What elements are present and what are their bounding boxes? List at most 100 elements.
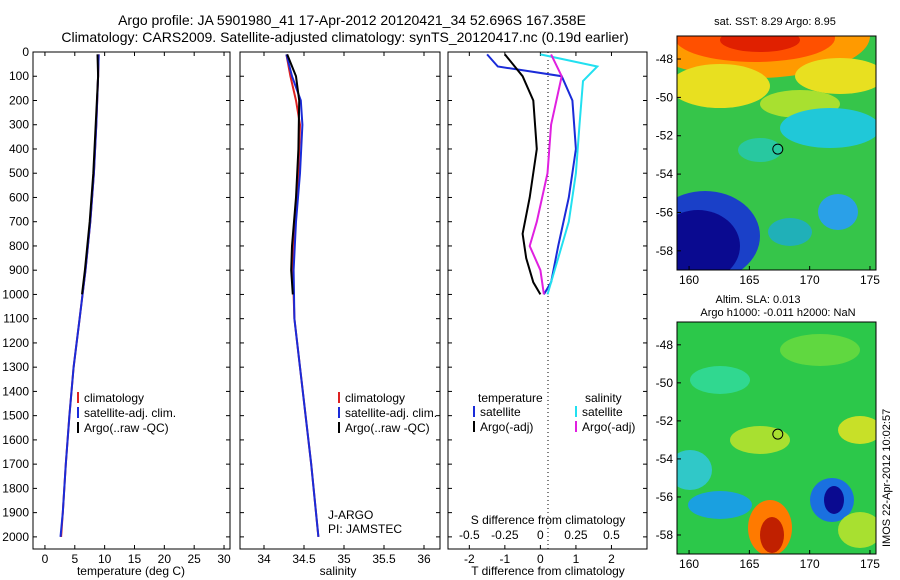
t-difference-label: T difference from climatology	[471, 564, 625, 578]
y-tick-label: 900	[9, 263, 29, 277]
difference-ticks: -2 -1 0 1 2 -0.5 -0.25 0 0.25 0.5	[448, 51, 647, 566]
x2-tick-label: -0.5	[459, 528, 480, 542]
legend-entry: climatology	[84, 391, 144, 405]
legend-entry: satellite-adj. clim.	[84, 406, 176, 420]
y-tick-label: 1400	[2, 384, 29, 398]
x2-tick-label: -0.25	[491, 528, 519, 542]
salinity-ticks: 34 34.5 35 35.5 36	[240, 51, 440, 566]
legend-heading: temperature	[478, 391, 543, 405]
y-tick-label: 1500	[2, 409, 29, 423]
salinity-plot-frame	[239, 51, 441, 550]
pi-label: PI: JAMSTEC	[328, 522, 402, 536]
map-x-tick-label: 175	[860, 273, 880, 287]
jargo-label: J-ARGO	[328, 508, 373, 522]
map-x-tick-label: 165	[739, 273, 759, 287]
series-line-1	[285, 54, 320, 537]
map-y-tick-label: -50	[656, 90, 674, 104]
map-x-tick-label: 175	[860, 557, 880, 571]
x-tick-label: 25	[188, 552, 202, 566]
sla-title-line2: Argo h1000: -0.011 h2000: NaN	[700, 307, 855, 319]
legend-entry: satellite	[582, 405, 623, 419]
s-difference-label: S difference from climatology	[471, 513, 626, 527]
sla-map-frame	[676, 321, 877, 555]
y-tick-label: 200	[9, 93, 29, 107]
x-tick-label: 35	[337, 552, 351, 566]
y-tick-label: 1900	[2, 506, 29, 520]
series-line-3	[528, 53, 563, 295]
y-tick-label: 1800	[2, 481, 29, 495]
x-tick-label: 1	[573, 552, 580, 566]
sst-warm-patch	[677, 36, 876, 118]
map-y-tick-label: -56	[656, 490, 674, 504]
series-line-1	[504, 53, 542, 295]
x-tick-label: 35.5	[372, 552, 396, 566]
salinity-series	[285, 54, 320, 537]
difference-profile-panel: -2 -1 0 1 2 -0.5 -0.25 0 0.25 0.5 temperature sali…	[447, 51, 648, 578]
x-tick-label: 0	[42, 552, 49, 566]
temperature-plot-frame	[32, 51, 231, 550]
map-y-tick-label: -58	[656, 244, 674, 258]
sst-map-panel: sat. SST: 8.29 Argo: 8.95 160 165 170 175	[656, 16, 881, 287]
y-tick-label: 500	[9, 166, 29, 180]
x-tick-label: 30	[217, 552, 231, 566]
y-tick-label: 1700	[2, 457, 29, 471]
legend-entry: satellite	[480, 405, 521, 419]
y-tick-label: 800	[9, 239, 29, 253]
profile-location-marker	[772, 143, 784, 155]
temperature-series	[59, 54, 100, 537]
y-tick-label: 600	[9, 190, 29, 204]
x-tick-label: 2	[608, 552, 615, 566]
x-tick-label: 5	[71, 552, 78, 566]
map-x-tick-label: 160	[679, 273, 699, 287]
x-tick-label: 34.5	[292, 552, 316, 566]
sla-pattern	[677, 334, 876, 554]
x-tick-label: 20	[158, 552, 172, 566]
y-tick-label: 1000	[2, 287, 29, 301]
x-tick-label: 34	[257, 552, 271, 566]
legend-entry: Argo(-adj)	[480, 420, 533, 434]
y-tick-label: 1200	[2, 336, 29, 350]
y-tick-label: 1300	[2, 360, 29, 374]
sst-map-frame	[676, 35, 877, 271]
map-x-tick-label: 170	[800, 557, 820, 571]
series-line-2	[540, 53, 600, 295]
sla-title-line1: Altim. SLA: 0.013	[716, 294, 801, 306]
y-tick-label: 2000	[2, 530, 29, 544]
temperature-profile-panel: 0 5 10 15 20 25 300100200300400500600700800900…	[2, 45, 231, 578]
map-y-tick-label: -50	[656, 376, 674, 390]
map-y-tick-label: -58	[656, 528, 674, 542]
map-y-tick-label: -54	[656, 167, 674, 181]
series-line-2	[81, 54, 100, 295]
y-tick-label: 400	[9, 142, 29, 156]
x-tick-label: 36	[417, 552, 431, 566]
map-y-tick-label: -48	[656, 52, 674, 66]
map-y-tick-label: -48	[656, 338, 674, 352]
sst-cool-patch	[677, 108, 876, 270]
figure-title-line2: Climatology: CARS2009. Satellite-adjuste…	[61, 29, 628, 45]
difference-series	[486, 53, 600, 295]
series-line-2	[286, 54, 301, 295]
x2-tick-label: 0.25	[564, 528, 588, 542]
y-tick-label: 0	[22, 45, 29, 59]
map-x-tick-label: 165	[739, 557, 759, 571]
y-tick-label: 700	[9, 215, 29, 229]
imos-timestamp: IMOS 22-Apr-2012 10:02:57	[881, 409, 893, 547]
legend-heading: salinity	[585, 391, 622, 405]
legend-entry: climatology	[345, 391, 405, 405]
map-x-tick-label: 170	[800, 273, 820, 287]
series-line-0	[486, 53, 577, 295]
salinity-profile-panel: 34 34.5 35 35.5 36 climatologysatellite-adj.…	[239, 51, 441, 578]
profile-location-marker	[772, 428, 784, 440]
y-tick-label: 300	[9, 118, 29, 132]
x-tick-label: 10	[98, 552, 112, 566]
legend-entry: Argo(..raw -QC)	[345, 421, 430, 435]
x-tick-label: 0	[537, 552, 544, 566]
salinity-x-axis-label: salinity	[320, 564, 357, 578]
x-tick-label: -1	[500, 552, 511, 566]
y-tick-label: 1600	[2, 433, 29, 447]
legend-entry: Argo(-adj)	[582, 420, 635, 434]
map-x-tick-label: 160	[679, 557, 699, 571]
x2-tick-label: 0	[537, 528, 544, 542]
